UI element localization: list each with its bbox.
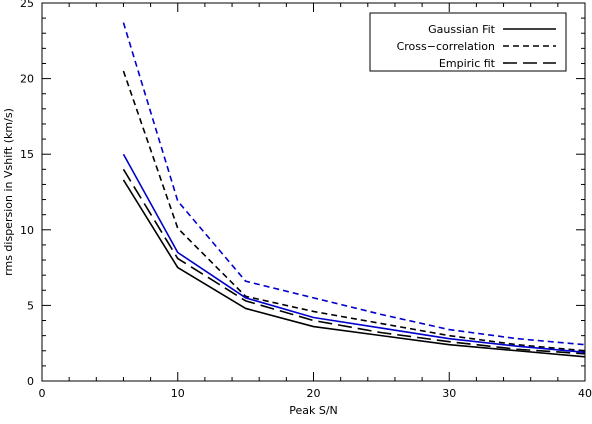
series-line-1-black-long-dashed <box>122 168 586 355</box>
ticks-layer: 0 10 20 30 40 0 5 10 15 20 25 <box>20 0 592 400</box>
legend: Gaussian Fit Cross−correlation Empiric f… <box>369 12 567 72</box>
legend-label-empiric-fit: Empiric fit <box>439 57 496 70</box>
y-tick-label: 15 <box>20 148 34 161</box>
legend-box <box>369 12 567 72</box>
series-line-3-blue-solid <box>122 153 586 354</box>
series-layer <box>122 22 586 358</box>
y-tick-label: 20 <box>20 73 34 86</box>
x-tick-label: 10 <box>171 387 185 400</box>
y-tick-label: 5 <box>27 299 34 312</box>
x-tick-label: 20 <box>307 387 321 400</box>
y-tick-label: 0 <box>27 375 34 388</box>
legend-label-gaussian-fit: Gaussian Fit <box>428 23 496 36</box>
x-axis-label: Peak S/N <box>289 404 338 417</box>
x-tick-label: 30 <box>442 387 456 400</box>
series-line-4-blue-dashed <box>122 22 586 346</box>
series-line-2-black-dashed <box>122 70 586 352</box>
y-tick-label: 10 <box>20 224 34 237</box>
legend-label-cross-correlation: Cross−correlation <box>397 40 495 53</box>
x-tick-label: 0 <box>39 387 46 400</box>
y-axis-label: rms dispersion in Vshift (km/s) <box>2 108 15 276</box>
series-line-0-black-solid <box>122 179 586 358</box>
y-tick-label: 25 <box>20 0 34 10</box>
x-tick-label: 40 <box>578 387 592 400</box>
